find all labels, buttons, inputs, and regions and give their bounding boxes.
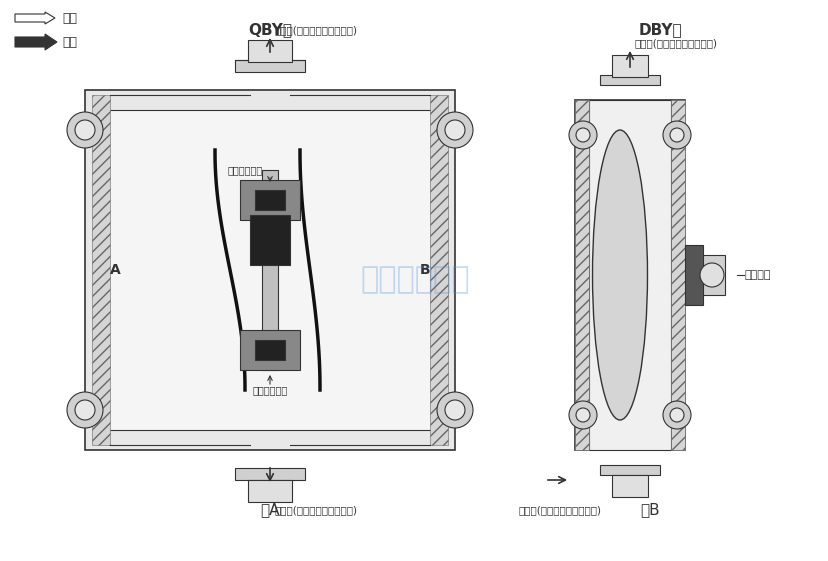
Text: 永嘉龙洋泵阀: 永嘉龙洋泵阀 — [360, 265, 469, 295]
Bar — [105, 110, 435, 430]
Text: 泵出口(螺纹联接或法兰联接): 泵出口(螺纹联接或法兰联接) — [275, 25, 358, 35]
Circle shape — [436, 112, 473, 148]
Circle shape — [445, 120, 465, 140]
Bar — [234, 468, 305, 480]
Bar — [85, 90, 455, 450]
Bar — [599, 75, 659, 85]
Text: 压缩空气出口: 压缩空气出口 — [227, 165, 262, 175]
Polygon shape — [15, 12, 55, 24]
Ellipse shape — [592, 130, 647, 420]
Text: A: A — [109, 263, 120, 277]
Text: 压缩空气进口: 压缩空气进口 — [252, 385, 287, 395]
Bar — [611, 55, 647, 77]
Text: 图A: 图A — [260, 503, 279, 517]
Text: 泵进口(螺纹联接或法兰联接): 泵进口(螺纹联接或法兰联接) — [275, 505, 358, 515]
Text: 泵出口(螺纹联接或法兰联接): 泵出口(螺纹联接或法兰联接) — [634, 38, 717, 48]
Bar — [430, 95, 447, 445]
Text: 连杆机构: 连杆机构 — [744, 270, 771, 280]
Bar — [234, 60, 305, 72]
Bar — [575, 100, 588, 450]
Circle shape — [67, 112, 103, 148]
Circle shape — [67, 392, 103, 428]
Circle shape — [669, 408, 683, 422]
Circle shape — [75, 400, 95, 420]
Bar — [262, 170, 277, 370]
Text: 气流: 气流 — [62, 11, 77, 25]
Circle shape — [75, 120, 95, 140]
Polygon shape — [15, 34, 57, 50]
Bar — [670, 100, 684, 450]
Bar — [250, 215, 290, 265]
Bar — [248, 480, 291, 502]
Bar — [255, 190, 285, 210]
Bar — [599, 465, 659, 475]
Bar — [92, 95, 110, 445]
Circle shape — [662, 121, 691, 149]
Text: B: B — [419, 263, 430, 277]
Text: DBY型: DBY型 — [638, 22, 681, 38]
Circle shape — [568, 401, 596, 429]
Bar — [575, 100, 684, 450]
Circle shape — [575, 128, 590, 142]
Circle shape — [436, 392, 473, 428]
Text: 图B: 图B — [639, 503, 659, 517]
Bar — [248, 40, 291, 62]
Bar — [684, 245, 702, 305]
Text: 液流: 液流 — [62, 35, 77, 48]
Bar — [588, 100, 670, 450]
Bar — [611, 475, 647, 497]
Bar — [699, 255, 724, 295]
Text: QBY型: QBY型 — [248, 22, 291, 38]
Circle shape — [575, 408, 590, 422]
Circle shape — [445, 400, 465, 420]
Circle shape — [699, 263, 723, 287]
Circle shape — [662, 401, 691, 429]
Circle shape — [669, 128, 683, 142]
Bar — [255, 340, 285, 360]
Bar — [240, 330, 300, 370]
Text: 泵进口(螺纹联接或法兰联接): 泵进口(螺纹联接或法兰联接) — [518, 505, 601, 515]
Circle shape — [568, 121, 596, 149]
Bar — [240, 180, 300, 220]
